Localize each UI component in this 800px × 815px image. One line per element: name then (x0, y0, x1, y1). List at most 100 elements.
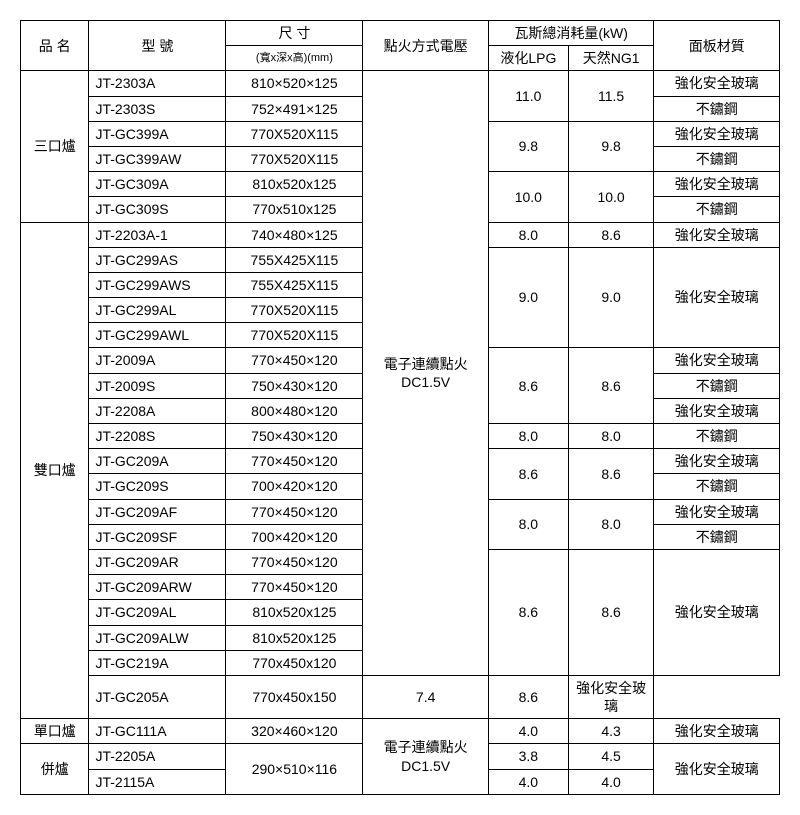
cell-model: JT-GC209ALW (89, 625, 226, 650)
group-pair: 併爐 (21, 744, 89, 794)
cell-model: JT-GC209S (89, 474, 226, 499)
cell-mat: 強化安全玻璃 (654, 398, 780, 423)
cell-model: JT-GC299AS (89, 247, 226, 272)
cell-model: JT-GC209AL (89, 600, 226, 625)
cell-model: JT-GC209ARW (89, 575, 226, 600)
cell-lpg: 10.0 (488, 172, 568, 222)
cell-size: 770X520X115 (226, 323, 363, 348)
cell-lpg: 8.6 (488, 549, 568, 675)
cell-lpg: 8.0 (488, 222, 568, 247)
cell-model: JT-GC299AWL (89, 323, 226, 348)
cell-lpg: 9.8 (488, 121, 568, 171)
group-two: 雙口爐 (21, 222, 89, 719)
cell-ng1: 8.0 (568, 424, 654, 449)
cell-mat: 強化安全玻璃 (654, 121, 780, 146)
cell-ng1: 8.6 (568, 222, 654, 247)
cell-mat: 強化安全玻璃 (654, 549, 780, 675)
cell-ng1: 9.8 (568, 121, 654, 171)
cell-size: 320×460×120 (226, 719, 363, 744)
cell-size: 740×480×125 (226, 222, 363, 247)
cell-model: JT-GC299AL (89, 298, 226, 323)
header-size-sub: (寬x深x高)(mm) (226, 46, 363, 71)
cell-mat: 不鏽鋼 (654, 197, 780, 222)
cell-size: 770×450×120 (226, 449, 363, 474)
cell-model: JT-2208A (89, 398, 226, 423)
cell-size: 770X520X115 (226, 146, 363, 171)
header-size: 尺 寸 (226, 21, 363, 46)
cell-model: JT-GC299AWS (89, 272, 226, 297)
cell-lpg: 7.4 (363, 675, 489, 718)
cell-lpg: 11.0 (488, 71, 568, 121)
cell-model: JT-GC309S (89, 197, 226, 222)
cell-model: JT-2205A (89, 744, 226, 769)
cell-mat: 強化安全玻璃 (654, 348, 780, 373)
cell-lpg: 3.8 (488, 744, 568, 769)
cell-lpg: 8.6 (488, 449, 568, 499)
cell-mat: 強化安全玻璃 (654, 719, 780, 744)
cell-mat: 不鏽鋼 (654, 474, 780, 499)
cell-lpg: 9.0 (488, 247, 568, 348)
group-one: 單口爐 (21, 719, 89, 744)
cell-mat: 強化安全玻璃 (654, 222, 780, 247)
cell-lpg: 8.6 (488, 348, 568, 424)
cell-lpg: 4.0 (488, 719, 568, 744)
cell-size: 810x520x125 (226, 172, 363, 197)
cell-size: 770x510x125 (226, 197, 363, 222)
cell-model: JT-2203A-1 (89, 222, 226, 247)
cell-mat: 不鏽鋼 (654, 146, 780, 171)
header-row-1: 品 名 型 號 尺 寸 點火方式電壓 瓦斯總消耗量(kW) 面板材質 (21, 21, 780, 46)
cell-mat: 強化安全玻璃 (654, 247, 780, 348)
cell-size: 700×420×120 (226, 474, 363, 499)
table-row: JT-GC205A 770x450x150 7.4 8.6 強化安全玻璃 (21, 675, 780, 718)
cell-mat: 不鏽鋼 (654, 524, 780, 549)
cell-lpg: 8.0 (488, 424, 568, 449)
cell-mat: 強化安全玻璃 (654, 744, 780, 794)
cell-model: JT-GC209AR (89, 549, 226, 574)
cell-lpg: 8.0 (488, 499, 568, 549)
cell-ng1: 11.5 (568, 71, 654, 121)
cell-mat: 不鏽鋼 (654, 373, 780, 398)
cell-model: JT-2303A (89, 71, 226, 96)
cell-mat: 強化安全玻璃 (654, 449, 780, 474)
cell-model: JT-2009A (89, 348, 226, 373)
cell-size: 770x450x150 (226, 675, 363, 718)
cell-mat: 強化安全玻璃 (568, 675, 654, 718)
cell-size: 810×520×125 (226, 71, 363, 96)
cell-size: 770x450x120 (226, 650, 363, 675)
cell-size: 752×491×125 (226, 96, 363, 121)
cell-model: JT-GC309A (89, 172, 226, 197)
cell-size: 770×450×120 (226, 549, 363, 574)
cell-size: 770×450×120 (226, 348, 363, 373)
header-lpg: 液化LPG (488, 46, 568, 71)
cell-model: JT-2208S (89, 424, 226, 449)
cell-size: 770X520X115 (226, 121, 363, 146)
cell-size: 700×420×120 (226, 524, 363, 549)
cell-ignition-sub: 電子連續點火 DC1.5V (363, 719, 489, 795)
cell-ng1: 8.6 (568, 449, 654, 499)
cell-mat: 強化安全玻璃 (654, 71, 780, 96)
cell-size: 770X520X115 (226, 298, 363, 323)
cell-model: JT-GC209A (89, 449, 226, 474)
cell-size: 755X425X115 (226, 247, 363, 272)
cell-size: 770×450×120 (226, 575, 363, 600)
cell-ng1: 4.0 (568, 769, 654, 794)
spec-table: 品 名 型 號 尺 寸 點火方式電壓 瓦斯總消耗量(kW) 面板材質 (寬x深x… (20, 20, 780, 795)
header-name: 品 名 (21, 21, 89, 71)
cell-model: JT-2303S (89, 96, 226, 121)
cell-ng1: 8.6 (568, 348, 654, 424)
cell-model: JT-GC111A (89, 719, 226, 744)
cell-model: JT-GC205A (89, 675, 226, 718)
cell-model: JT-GC219A (89, 650, 226, 675)
header-material: 面板材質 (654, 21, 780, 71)
cell-model: JT-GC209AF (89, 499, 226, 524)
header-ignition: 點火方式電壓 (363, 21, 489, 71)
cell-ignition-main: 電子連續點火 DC1.5V (363, 71, 489, 676)
header-ng1: 天然NG1 (568, 46, 654, 71)
cell-size: 810x520x125 (226, 625, 363, 650)
cell-mat: 不鏽鋼 (654, 96, 780, 121)
cell-ng1: 4.3 (568, 719, 654, 744)
cell-size: 750×430×120 (226, 424, 363, 449)
cell-ng1: 10.0 (568, 172, 654, 222)
cell-size: 750×430×120 (226, 373, 363, 398)
cell-model: JT-GC209SF (89, 524, 226, 549)
